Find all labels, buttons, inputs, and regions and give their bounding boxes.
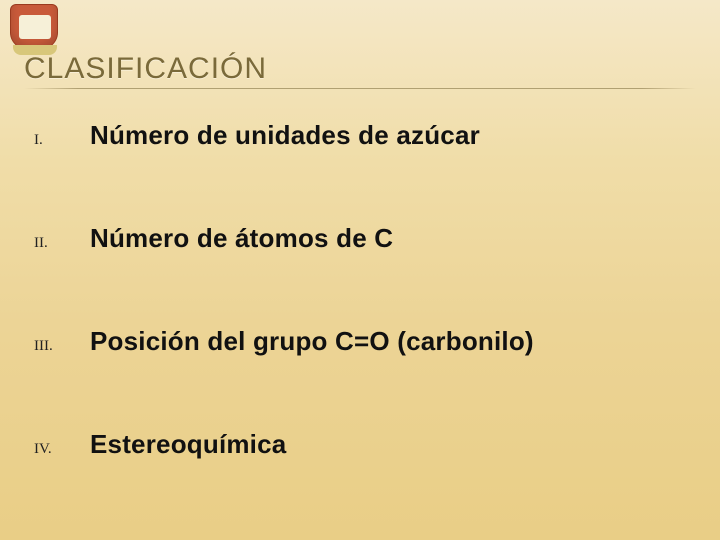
list-item: III. Posición del grupo C=O (carbonilo) — [34, 326, 686, 357]
title-underline — [24, 88, 696, 89]
list-text: Posición del grupo C=O (carbonilo) — [90, 326, 534, 357]
slide-title: CLASIFICACIÓN — [24, 52, 696, 86]
classification-list: I. Número de unidades de azúcar II. Núme… — [34, 120, 686, 532]
list-text: Estereoquímica — [90, 429, 286, 460]
logo-badge — [10, 4, 60, 54]
list-item: IV. Estereoquímica — [34, 429, 686, 460]
list-text: Número de unidades de azúcar — [90, 120, 480, 151]
logo-inner-panel — [19, 15, 51, 39]
list-text: Número de átomos de C — [90, 223, 393, 254]
list-item: I. Número de unidades de azúcar — [34, 120, 686, 151]
list-marker: I. — [34, 132, 90, 149]
list-marker: IV. — [34, 441, 90, 458]
title-area: CLASIFICACIÓN — [24, 52, 696, 89]
list-item: II. Número de átomos de C — [34, 223, 686, 254]
list-marker: III. — [34, 338, 90, 355]
list-marker: II. — [34, 235, 90, 252]
logo-shield — [10, 4, 58, 52]
